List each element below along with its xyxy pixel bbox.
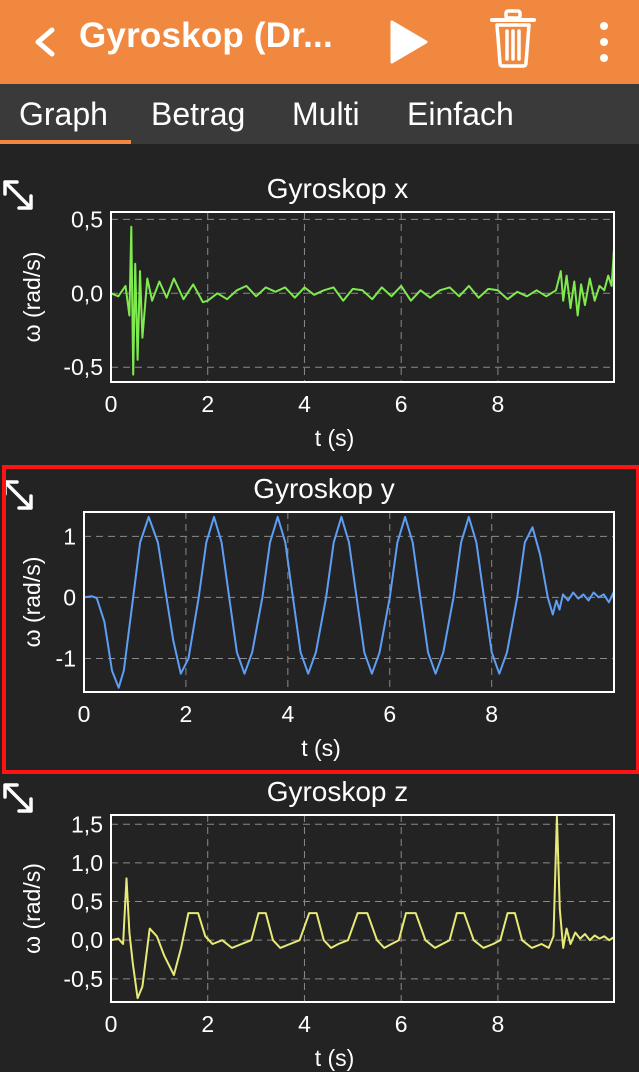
active-tab-indicator [0,140,131,144]
chevron-left-icon[interactable] [30,26,60,58]
more-vert-icon[interactable] [592,18,616,66]
tab-betrag[interactable]: Betrag [151,96,246,132]
expand-icon[interactable] [0,177,36,213]
x-tick-label: 8 [492,1011,505,1037]
tab-bar: Graph Betrag Multi Einfach [0,84,639,144]
x-tick-label: 2 [180,701,193,727]
x-tick-label: 4 [298,391,311,417]
y-axis-label: ω (rad/s) [19,252,45,343]
tab-graph[interactable]: Graph [19,96,108,132]
y-tick-label: -0,5 [63,966,103,992]
x-tick-label: 0 [105,1011,118,1037]
tab-einfach[interactable]: Einfach [407,96,514,132]
y-tick-label: -0,5 [63,354,103,380]
play-icon[interactable] [386,20,430,64]
y-axis-label: ω (rad/s) [19,863,45,954]
plot-frame [110,211,615,383]
app-bar: Gyroskop (Dr... [0,0,639,84]
page-title: Gyroskop (Dr... [79,16,333,55]
series-line [110,815,615,1000]
x-tick-label: 6 [395,391,408,417]
chart-title: Gyroskop y [253,473,395,504]
x-axis-label: t (s) [301,735,341,761]
x-axis-label: t (s) [315,425,355,451]
plot-frame [110,814,615,1003]
y-tick-label: 1 [63,523,76,549]
y-tick-label: 1,0 [71,850,103,876]
chart-title: Gyroskop x [267,173,409,204]
y-tick-label: 0,0 [71,927,103,953]
y-tick-label: 0,5 [71,889,103,915]
x-tick-label: 6 [383,701,396,727]
y-axis-label: ω (rad/s) [19,557,45,648]
x-tick-label: 2 [201,391,214,417]
x-tick-label: 8 [492,391,505,417]
x-axis-label: t (s) [315,1045,355,1071]
graph-gyroskop-y[interactable]: Gyroskop y 0 2 4 6 8 1 0 -1 t (s) ω (rad/s) [0,462,639,767]
plot-frame [83,511,615,693]
y-tick-label: -1 [56,645,76,671]
y-tick-label: 1,5 [71,811,103,837]
chart-gyroskop-z[interactable]: Gyroskop z 0 2 4 6 8 1,5 1,0 0,5 0,0 -0,5 t (s) ω (r… [0,767,639,1072]
trash-icon[interactable] [488,9,538,69]
x-tick-label: 0 [105,391,118,417]
expand-icon[interactable] [0,477,36,513]
x-tick-label: 4 [298,1011,311,1037]
x-tick-label: 4 [281,701,294,727]
series-line [83,515,615,689]
y-tick-label: 0,0 [71,280,103,306]
x-tick-label: 6 [395,1011,408,1037]
tab-multi[interactable]: Multi [292,96,360,132]
chart-gyroskop-y[interactable]: Gyroskop y0 2 4 6 810-1t (s)ω (rad/s) [0,462,639,767]
x-tick-label: 0 [78,701,91,727]
y-tick-label: 0,5 [71,206,103,232]
graph-gyroskop-x[interactable]: Gyroskop x 0 2 4 6 8 0,5 0,0 -0,5 t (s) ω (rad/s) [0,160,639,465]
graph-gyroskop-z[interactable]: Gyroskop z 0 2 4 6 8 1,5 1,0 0,5 0,0 -0,5 t (s) ω (r… [0,767,639,1072]
x-tick-label: 2 [201,1011,214,1037]
x-tick-label: 8 [485,701,498,727]
chart-gyroskop-x[interactable]: Gyroskop x 0 2 4 6 8 0,5 0,0 -0,5 t (s) ω (rad/s) [0,160,639,465]
expand-icon[interactable] [0,780,36,816]
y-tick-label: 0 [63,584,76,610]
chart-title: Gyroskop z [267,776,409,807]
series-line [110,225,615,376]
